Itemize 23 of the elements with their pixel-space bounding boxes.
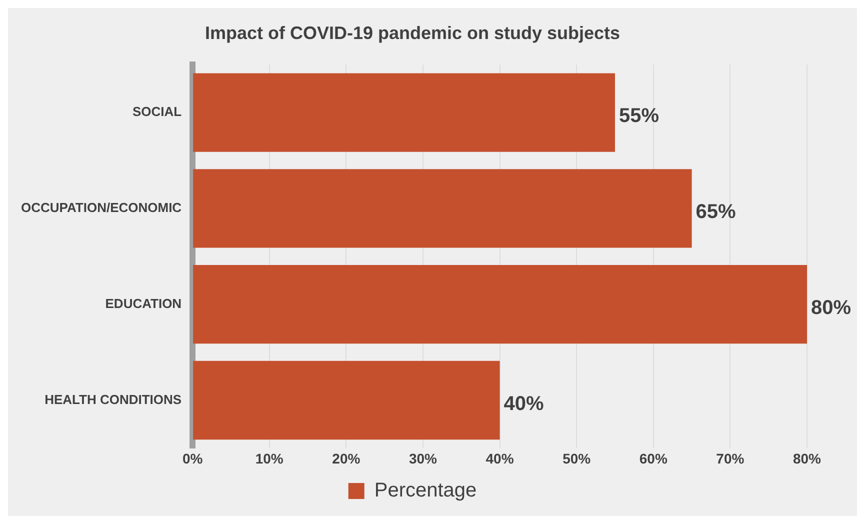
bar bbox=[193, 169, 692, 248]
y-tick-label: EDUCATION bbox=[105, 296, 182, 311]
legend-label: Percentage bbox=[374, 480, 477, 502]
x-tick-label: 20% bbox=[332, 450, 361, 466]
y-tick-label: OCCUPATION/ECONOMIC bbox=[20, 200, 182, 216]
x-tick-label: 10% bbox=[255, 450, 284, 466]
chart-title: Impact of COVID-19 pandemic on study subjects bbox=[204, 22, 620, 43]
x-tick-label: 60% bbox=[639, 450, 668, 466]
bar bbox=[193, 360, 500, 440]
x-tick-label: 30% bbox=[408, 450, 438, 466]
x-tick-label: 70% bbox=[716, 450, 745, 466]
bar bbox=[193, 265, 807, 344]
y-tick-label: HEALTH CONDITIONS bbox=[44, 392, 182, 407]
bar bbox=[193, 73, 615, 152]
data-label: 65% bbox=[696, 200, 736, 223]
data-label: 40% bbox=[504, 392, 544, 415]
x-tick-label: 80% bbox=[792, 450, 822, 466]
x-tick-label: 40% bbox=[486, 450, 514, 466]
x-tick-label: 50% bbox=[562, 450, 592, 466]
data-label: 80% bbox=[811, 296, 852, 319]
data-label: 55% bbox=[618, 105, 660, 128]
x-tick-label: 0% bbox=[182, 450, 204, 466]
y-tick-label: SOCIAL bbox=[132, 104, 182, 120]
